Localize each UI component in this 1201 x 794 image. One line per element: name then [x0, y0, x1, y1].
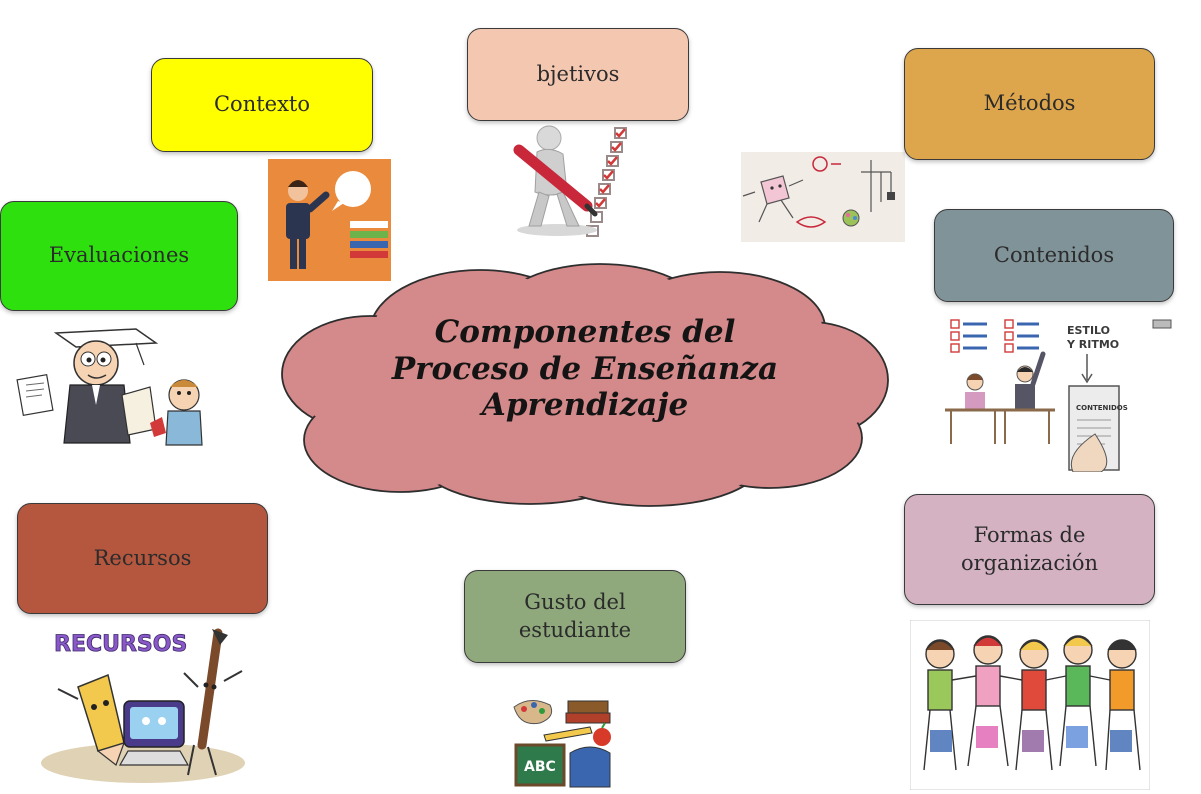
- node-evaluaciones-label: Evaluaciones: [48, 243, 190, 268]
- children-in-a-row-icon: [909, 619, 1151, 791]
- recursos-word: RECURSOS: [54, 632, 187, 657]
- objetivos-illustration: [497, 122, 647, 240]
- cloud-title: Componentes del Proceso de Enseñanza Apr…: [280, 314, 890, 424]
- node-objetivos-label: bjetivos: [536, 61, 620, 86]
- node-recursos-label: Recursos: [93, 545, 192, 570]
- node-contenidos-label: Contenidos: [993, 242, 1115, 267]
- node-contexto[interactable]: Contexto: [151, 58, 373, 152]
- classroom-checklist-icon: ESTILO Y RITMO CONTENIDOS: [945, 319, 1172, 473]
- evaluaciones-illustration: [16, 325, 206, 450]
- node-metodos[interactable]: Métodos: [904, 48, 1155, 160]
- sketch-methods-icon: [741, 152, 905, 242]
- node-contexto-label: Contexto: [213, 92, 311, 117]
- formas-illustration: [909, 619, 1151, 791]
- node-formas-line-2: organización: [960, 550, 1099, 575]
- central-cloud: Componentes del Proceso de Enseñanza Apr…: [280, 262, 890, 507]
- contenidos-sheet-label: CONTENIDOS: [1076, 404, 1128, 412]
- node-contenidos[interactable]: Contenidos: [934, 209, 1174, 302]
- gusto-illustration: ABC: [510, 697, 618, 789]
- node-gusto-line-2: estudiante: [518, 617, 632, 642]
- node-recursos[interactable]: Recursos: [17, 503, 268, 614]
- figure-with-pencil-checklist-icon: [513, 125, 627, 237]
- recursos-illustration: RECURSOS: [38, 625, 248, 785]
- node-gusto-line-1: Gusto del: [524, 590, 626, 615]
- cloud-title-line-2: Proceso de Enseñanza: [391, 350, 779, 387]
- contexto-illustration: [268, 159, 391, 281]
- abc-board-text: ABC: [524, 759, 556, 775]
- pencil-computer-brush-icon: RECURSOS: [41, 628, 245, 783]
- school-supplies-icon: ABC: [513, 700, 611, 788]
- presenter-speech-bubble-icon: [268, 159, 391, 281]
- graduate-with-diploma-icon: [16, 328, 203, 446]
- node-formas-line-1: Formas de: [973, 523, 1086, 548]
- metodos-illustration: [741, 152, 905, 242]
- cloud-shape: [281, 263, 889, 507]
- contenidos-illustration: ESTILO Y RITMO CONTENIDOS: [945, 314, 1175, 473]
- y-ritmo-label: Y RITMO: [1066, 338, 1119, 351]
- node-evaluaciones[interactable]: Evaluaciones: [0, 201, 238, 311]
- node-gusto-del-estudiante[interactable]: Gusto del estudiante: [464, 570, 686, 663]
- node-formas-de-organizacion[interactable]: Formas de organización: [904, 494, 1155, 605]
- cloud-title-line-3: Aprendizaje: [481, 387, 689, 424]
- estilo-label: ESTILO: [1067, 324, 1110, 337]
- node-metodos-label: Métodos: [983, 91, 1076, 116]
- node-objetivos[interactable]: bjetivos: [467, 28, 689, 121]
- cloud-title-line-1: Componentes del: [434, 314, 736, 350]
